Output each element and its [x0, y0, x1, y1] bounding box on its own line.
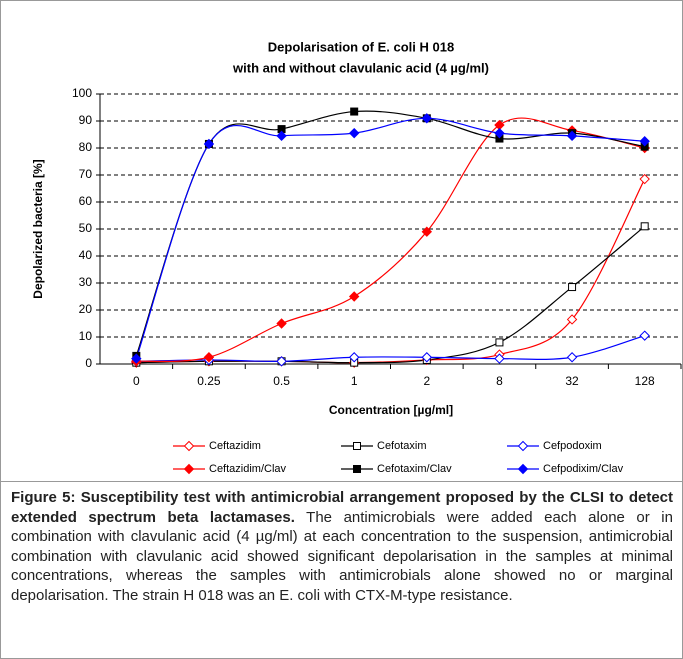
legend-label: Cefpodoxim — [543, 440, 602, 452]
caption-text: The antimicrobials were added each alone… — [11, 508, 673, 604]
y-tick-label: 60 — [79, 194, 93, 208]
data-point — [495, 338, 504, 347]
chart: Depolarisation of E. coli H 018 with and… — [31, 39, 682, 475]
data-point — [276, 356, 287, 367]
caption-label: Figure 5: Susceptibility test with antim… — [11, 489, 673, 526]
data-point — [421, 226, 433, 237]
legend-label: Cefotaxim — [377, 440, 427, 452]
legend-marker — [517, 463, 529, 475]
y-tick-label: 20 — [79, 302, 93, 316]
data-point — [494, 353, 505, 364]
data-point — [421, 352, 433, 363]
data-point — [566, 130, 578, 142]
data-point — [421, 113, 433, 124]
legend-marker — [517, 440, 529, 452]
legend-label: Ceftazidim — [209, 440, 261, 452]
x-tick-label: 1 — [351, 374, 358, 388]
series-line — [136, 225, 646, 364]
legend-marker — [353, 442, 361, 450]
chart-title: Depolarisation of E. coli H 018 — [268, 39, 454, 54]
data-point — [276, 318, 287, 329]
legend-label: Ceftazidim/Clav — [209, 463, 287, 475]
data-point — [566, 314, 578, 325]
data-point — [276, 130, 287, 142]
data-point — [494, 127, 505, 139]
series-line — [136, 178, 646, 364]
data-point — [640, 222, 649, 231]
legend-label: Cefotaxim/Clav — [377, 463, 452, 475]
data-point — [348, 127, 360, 139]
legend-label: Cefpodixim/Clav — [543, 463, 624, 475]
y-tick-label: 10 — [79, 329, 93, 343]
caption: Figure 5: Susceptibility test with antim… — [11, 488, 673, 605]
series-line — [135, 117, 645, 359]
data-point — [203, 352, 215, 363]
data-point — [568, 283, 577, 292]
y-tick-label: 50 — [79, 221, 93, 235]
y-tick-label: 0 — [85, 356, 92, 370]
data-point — [350, 107, 359, 116]
data-point — [566, 352, 578, 363]
legend-marker — [183, 440, 195, 452]
y-tick-label: 40 — [79, 248, 93, 262]
x-axis-label: Concentration [µg/ml] — [329, 403, 453, 417]
data-point — [131, 353, 142, 364]
x-tick-label: 0.25 — [197, 374, 221, 388]
series-line — [136, 335, 645, 362]
x-tick-label: 128 — [635, 374, 655, 388]
x-tick-label: 2 — [423, 374, 430, 388]
x-tick-label: 8 — [496, 374, 503, 388]
legend-marker — [353, 465, 361, 473]
y-tick-label: 80 — [79, 140, 93, 154]
data-point — [639, 173, 650, 185]
data-point — [639, 136, 650, 147]
x-tick-label: 32 — [565, 374, 579, 388]
y-tick-label: 70 — [79, 167, 93, 181]
x-tick-label: 0 — [133, 374, 140, 388]
separator — [1, 481, 682, 482]
series-line — [136, 117, 645, 363]
data-point — [348, 352, 360, 363]
y-tick-label: 100 — [72, 86, 92, 100]
chart-subtitle: with and without clavulanic acid (4 µg/m… — [232, 60, 489, 75]
legend-marker — [183, 463, 195, 475]
data-point — [203, 138, 215, 150]
y-axis-label: Depolarized bacteria [%] — [31, 159, 45, 298]
data-point — [639, 330, 650, 341]
y-tick-label: 30 — [79, 275, 93, 289]
y-tick-label: 90 — [79, 113, 93, 127]
data-point — [348, 291, 360, 302]
x-tick-label: 0.5 — [273, 374, 290, 388]
